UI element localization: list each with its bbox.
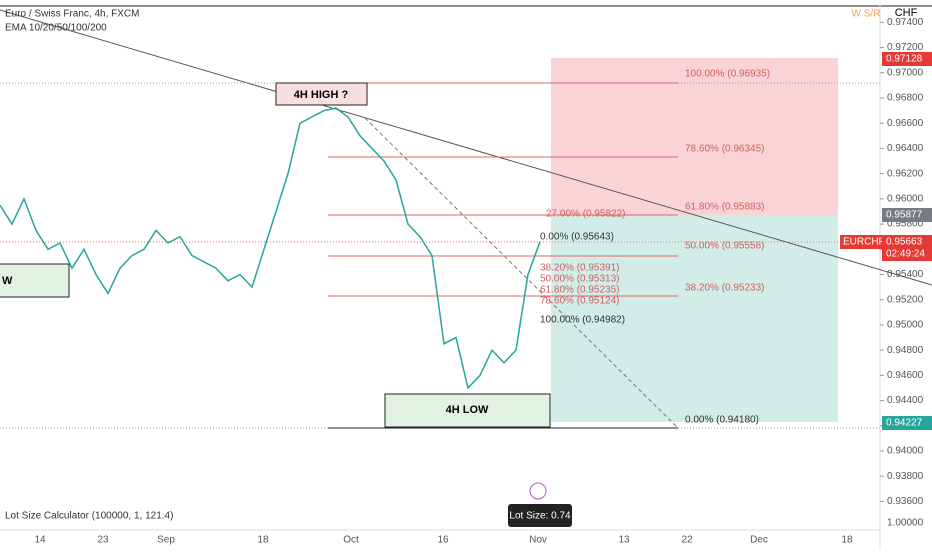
x-tick-label: Nov xyxy=(529,535,547,546)
low-label: 4H LOW xyxy=(446,404,489,416)
symbol-tag xyxy=(840,235,882,249)
symbol: Euro / Swiss Franc, 4h, FXCM xyxy=(5,9,139,20)
calculator: Lot Size Calculator (100000, 1, 121.4) xyxy=(5,511,173,522)
x-tick-label: Dec xyxy=(750,535,768,546)
y-tick-label: 0.93800 xyxy=(887,471,924,482)
y-tick-label: 0.97400 xyxy=(887,17,924,28)
high-label: 4H HIGH ? xyxy=(294,89,349,101)
price-tag-label: 0.94227 xyxy=(886,418,923,429)
y-tick-label: 0.95800 xyxy=(887,219,924,230)
price-line xyxy=(0,107,541,390)
fib-lines xyxy=(328,82,678,429)
x-tick-label: 13 xyxy=(618,535,630,546)
y-tick-label: 0.97200 xyxy=(887,42,924,53)
y-tick-label: 0.94000 xyxy=(887,446,924,457)
y-tick-label: 0.95200 xyxy=(887,294,924,305)
fib-label: 38.20% (0.95233) xyxy=(685,283,765,294)
fib-label: 78.60% (0.96345) xyxy=(685,144,765,155)
timer-label: 02:49:24 xyxy=(886,249,925,260)
price-tag xyxy=(882,208,932,222)
projection xyxy=(364,117,679,429)
price-tag xyxy=(882,235,932,249)
left-label: W xyxy=(2,275,13,287)
currency: CHF xyxy=(895,7,918,19)
y-tick-label: 0.95000 xyxy=(887,320,924,331)
indicator: EMA 10/20/50/100/200 xyxy=(5,23,107,34)
stop-zone xyxy=(551,58,838,215)
tooltip xyxy=(508,504,572,527)
price-tag xyxy=(882,52,932,66)
y-tick-label: 0.96200 xyxy=(887,168,924,179)
lot-size: Lot Size: 0.74 xyxy=(509,511,571,522)
y-tick-label: 0.96800 xyxy=(887,93,924,104)
fib-small-label: 50.00% (0.95313) xyxy=(540,274,620,285)
sr: W S/R xyxy=(852,9,881,20)
x-tick-label: 23 xyxy=(97,535,109,546)
fib-small-label: 0.00% (0.95643) xyxy=(540,232,614,243)
price-tag-label: 0.97128 xyxy=(886,54,923,65)
x-tick-label: Sep xyxy=(157,535,175,546)
x-tick-label: 18 xyxy=(257,535,269,546)
fib-small-label: 27.00% (0.95822) xyxy=(546,209,626,220)
price-tag xyxy=(882,416,932,430)
y-tick-label: 0.93600 xyxy=(887,496,924,507)
fib-label: 100.00% (0.96935) xyxy=(685,69,770,80)
x-tick-label: 18 xyxy=(841,535,853,546)
y-tick-label: 0.94600 xyxy=(887,370,924,381)
fib-small-label: 38.20% (0.95391) xyxy=(540,263,620,274)
x-tick-label: 14 xyxy=(34,535,46,546)
fib-label: 61.80% (0.95883) xyxy=(685,202,765,213)
timer-tag xyxy=(882,248,932,261)
fib-small-label: 100.00% (0.94982) xyxy=(540,315,625,326)
price-tag-label: 0.95663 xyxy=(886,237,923,248)
y-tick-label: 0.94800 xyxy=(887,345,924,356)
y-tick-label: 0.95400 xyxy=(887,269,924,280)
trend-line xyxy=(0,9,932,286)
fib-small-label: 78.60% (0.95124) xyxy=(540,296,620,307)
bottom-tick: 1.00000 xyxy=(887,518,924,529)
y-tick-label: 0.97000 xyxy=(887,67,924,78)
fib-small-label: 61.80% (0.95235) xyxy=(540,285,620,296)
x-tick-label: 16 xyxy=(437,535,449,546)
x-tick-label: 22 xyxy=(681,535,693,546)
fib-label: 0.00% (0.94180) xyxy=(685,415,759,426)
y-tick-label: 0.96400 xyxy=(887,143,924,154)
symbol-tag-label: EURCHF xyxy=(843,237,885,248)
target-zone xyxy=(551,215,838,422)
fib-label: 50.00% (0.95558) xyxy=(685,241,765,252)
left-box xyxy=(0,263,70,298)
x-tick-label: Oct xyxy=(343,535,359,546)
price-tag-label: 0.95877 xyxy=(886,210,923,221)
y-tick-label: 0.94400 xyxy=(887,395,924,406)
y-tick-label: 0.96000 xyxy=(887,193,924,204)
high-box xyxy=(275,82,368,106)
event-icon[interactable] xyxy=(529,482,547,500)
low-box xyxy=(384,393,551,428)
y-tick-label: 0.96600 xyxy=(887,118,924,129)
